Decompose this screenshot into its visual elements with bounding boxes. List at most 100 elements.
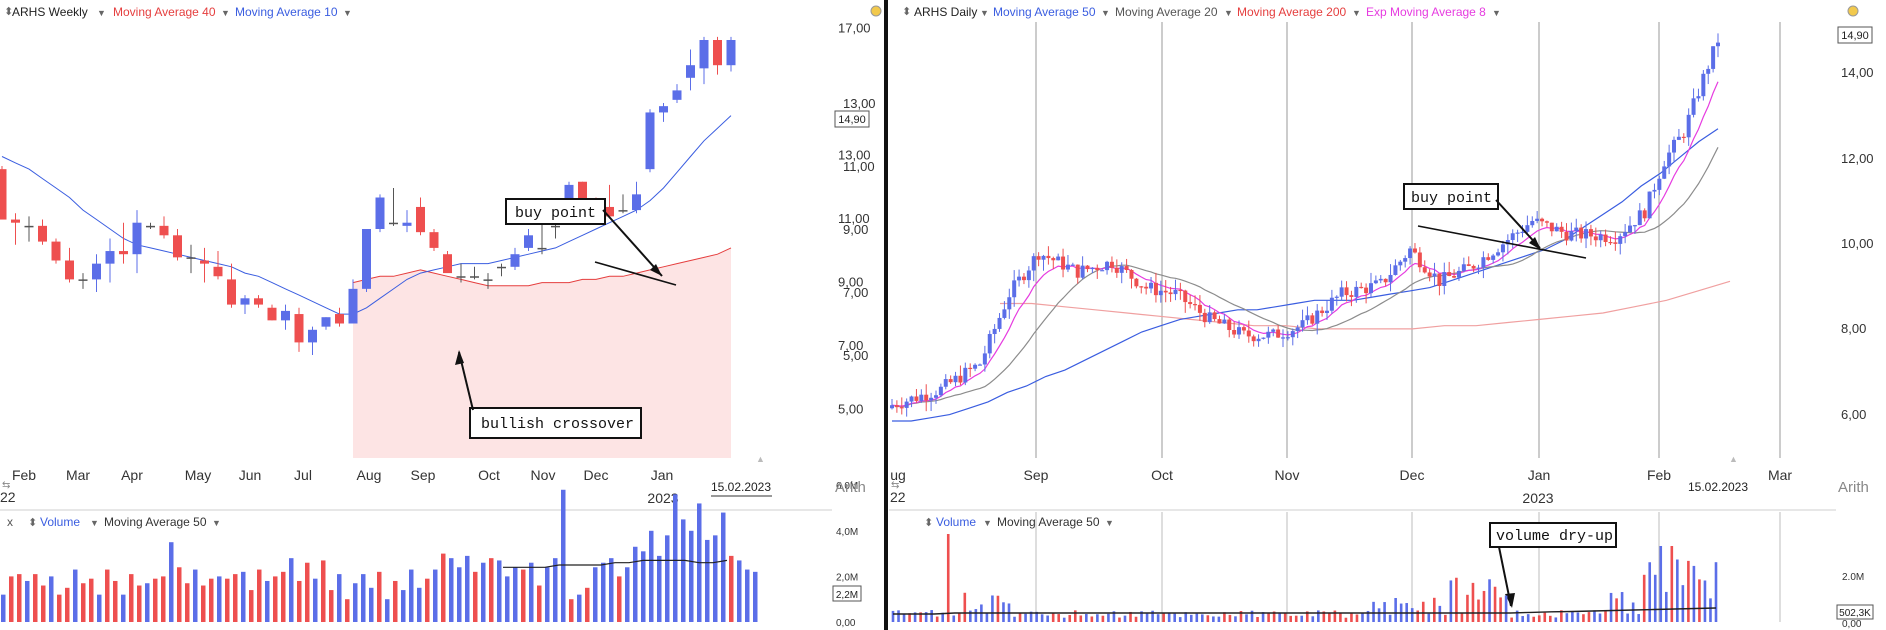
- daily-volume-bar: [1184, 612, 1188, 622]
- weekly-x-tick-label: Oct: [478, 467, 500, 483]
- daily-candle-body: [1139, 286, 1144, 288]
- weekly-volume-ma-dropdown-icon[interactable]: ▼: [212, 518, 221, 528]
- weekly-volume-bar: [489, 558, 494, 622]
- daily-palette-icon[interactable]: [1847, 5, 1859, 17]
- daily-candle-body: [1642, 210, 1647, 219]
- weekly-candle-body: [146, 225, 155, 228]
- daily-volume-bar: [1698, 579, 1701, 622]
- daily-volume-ma-dropdown-icon[interactable]: ▼: [1105, 518, 1114, 528]
- daily-volume-bar: [1018, 613, 1022, 622]
- weekly-volume-axis: 0,00 2,0M 4,0M 6,0M: [836, 481, 858, 629]
- weekly-volume-bar: [721, 512, 726, 622]
- panel-divider[interactable]: [884, 0, 888, 630]
- weekly-x-tick-label: Dec: [584, 467, 609, 483]
- weekly-palette-icon[interactable]: [870, 5, 882, 17]
- weekly-volume-dropdown-icon[interactable]: ▼: [90, 518, 99, 528]
- daily-volume-bar: [1250, 610, 1254, 622]
- daily-candle-body: [1124, 266, 1129, 270]
- daily-last-price-label: 14,90: [1841, 30, 1869, 42]
- daily-ema8-dropdown-icon[interactable]: ▼: [1492, 8, 1501, 18]
- weekly-candle-body: [699, 40, 709, 69]
- daily-candle-body: [1584, 229, 1589, 239]
- weekly-volume-bar: [329, 590, 334, 622]
- daily-candle-body: [1647, 191, 1652, 219]
- weekly-ma10-label[interactable]: Moving Average 10: [235, 5, 338, 19]
- daily-scroll-arrows-icon[interactable]: ⇆: [891, 480, 899, 491]
- daily-scale-label-right[interactable]: Arith: [1838, 479, 1869, 496]
- weekly-volume-label[interactable]: Volume: [40, 515, 80, 529]
- weekly-y-tick-label: 5,00: [843, 348, 868, 363]
- daily-volume-tick-label: 2.0M: [1842, 572, 1864, 583]
- weekly-volume-bar: [705, 539, 710, 622]
- daily-symbol-dropdown-icon[interactable]: ▼: [980, 8, 989, 18]
- weekly-candle-body: [132, 222, 142, 255]
- daily-candle-body: [1588, 229, 1593, 237]
- weekly-volume-ma-label[interactable]: Moving Average 50: [104, 515, 207, 529]
- weekly-ma10-dropdown-icon[interactable]: ▼: [343, 8, 352, 18]
- daily-ma200-line: [1000, 280, 1731, 330]
- daily-ema8-label[interactable]: Exp Moving Average 8: [1366, 5, 1486, 19]
- weekly-candle-body: [605, 206, 614, 217]
- weekly-candle-body: [443, 254, 452, 274]
- weekly-ma40-label[interactable]: Moving Average 40: [113, 5, 216, 19]
- daily-candle-body: [1153, 282, 1158, 296]
- weekly-volume-bar: [377, 571, 382, 622]
- daily-ma20-dropdown-icon[interactable]: ▼: [1224, 8, 1233, 18]
- daily-candle-body: [1544, 221, 1549, 223]
- weekly-volume-bar: [441, 553, 446, 622]
- daily-dryup-box: [1489, 522, 1617, 548]
- daily-candle-body: [1095, 267, 1100, 271]
- weekly-volume-bar: [289, 558, 294, 622]
- daily-candle-body: [899, 407, 904, 409]
- weekly-volume-bar: [177, 567, 182, 622]
- weekly-candle-body: [38, 225, 47, 242]
- weekly-symbol-label[interactable]: ARHS Weekly: [12, 5, 88, 19]
- daily-candle-body: [1197, 304, 1202, 313]
- daily-volume-label[interactable]: Volume: [936, 515, 976, 529]
- daily-candle-body: [1114, 267, 1119, 273]
- weekly-volume-bar: [185, 583, 190, 622]
- weekly-scroll-marker-icon[interactable]: ▲: [756, 454, 765, 464]
- weekly-volume-bar: [73, 569, 78, 622]
- daily-ma200-dropdown-icon[interactable]: ▼: [1352, 8, 1361, 18]
- weekly-settings-icon[interactable]: ⬍: [4, 6, 13, 18]
- daily-settings-icon[interactable]: ⬍: [902, 6, 911, 18]
- daily-volume-ma-label[interactable]: Moving Average 50: [997, 515, 1100, 529]
- daily-candle-body: [1227, 319, 1232, 331]
- weekly-symbol-dropdown-icon[interactable]: ▼: [97, 8, 106, 18]
- daily-volume-bar: [1261, 612, 1265, 622]
- daily-volume-ma-line: [893, 607, 1717, 615]
- daily-scale-label-left[interactable]: Arith: [835, 479, 866, 496]
- daily-volume-bar: [1245, 614, 1248, 622]
- weekly-scroll-arrows-icon[interactable]: ⇆: [2, 480, 10, 491]
- daily-ma50-dropdown-icon[interactable]: ▼: [1101, 8, 1110, 18]
- daily-volume-settings-icon[interactable]: ⬍: [924, 517, 933, 529]
- daily-volume-bar: [1239, 611, 1243, 622]
- daily-candle-body: [924, 394, 929, 401]
- daily-candle-body: [1359, 286, 1364, 289]
- weekly-volume-close-icon[interactable]: x: [7, 515, 13, 529]
- daily-volume-bar: [1096, 614, 1099, 622]
- weekly-ma40-dropdown-icon[interactable]: ▼: [221, 8, 230, 18]
- daily-volume-bar: [1073, 610, 1077, 622]
- daily-volume-dropdown-icon[interactable]: ▼: [983, 518, 992, 528]
- daily-symbol-label[interactable]: ARHS Daily: [914, 5, 977, 19]
- daily-volume-bar: [1648, 562, 1652, 622]
- daily-volume-bar: [1267, 613, 1270, 622]
- weekly-candle-body: [267, 307, 277, 321]
- daily-candle-body: [1080, 265, 1085, 278]
- daily-volume-bar: [1223, 612, 1226, 622]
- daily-candle-body: [1378, 278, 1383, 281]
- daily-volume-bar: [1477, 599, 1480, 622]
- weekly-volume-settings-icon[interactable]: ⬍: [28, 517, 37, 529]
- daily-ma20-label[interactable]: Moving Average 20: [1115, 5, 1218, 19]
- weekly-volume-bar: [457, 567, 462, 622]
- daily-ma50-label[interactable]: Moving Average 50: [993, 5, 1096, 19]
- daily-scroll-marker-icon[interactable]: ▲: [1729, 454, 1738, 464]
- daily-ma200-label[interactable]: Moving Average 200: [1237, 5, 1347, 19]
- daily-volume-bar: [1510, 617, 1513, 622]
- daily-candle-body: [1310, 315, 1315, 324]
- daily-volume-bar: [1051, 613, 1055, 622]
- daily-candle-body: [933, 395, 938, 398]
- daily-volume-bar: [1438, 605, 1442, 622]
